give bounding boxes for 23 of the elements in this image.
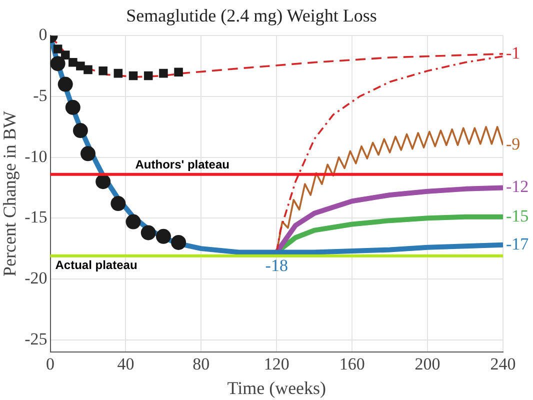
x-tick-label: 240 [490, 354, 516, 374]
y-axis-title: Percent Change in BW [0, 111, 20, 277]
y-tick-label: -15 [24, 208, 48, 227]
data-label: -1 [506, 43, 520, 62]
y-tick-label: -20 [24, 268, 48, 288]
y-tick-label: -10 [24, 146, 48, 166]
x-tick-label: 160 [339, 354, 365, 374]
ref-line-label: Authors' plateau [135, 158, 230, 172]
y-tick-label: -25 [24, 329, 48, 348]
data-label: -15 [506, 206, 529, 226]
y-tick-label: -5 [33, 86, 48, 105]
x-tick-label: 200 [414, 354, 440, 374]
x-tick-label: 80 [192, 354, 210, 374]
x-tick-label: 40 [117, 354, 134, 374]
data-label: -18 [265, 256, 288, 276]
chart-title: Semaglutide (2.4 mg) Weight Loss [126, 6, 377, 26]
data-label: -9 [506, 134, 520, 154]
data-label: -12 [506, 177, 529, 196]
ref-line-label: Actual plateau [55, 258, 138, 272]
x-tick-label: 120 [264, 354, 290, 374]
y-tick-label: 0 [38, 25, 48, 44]
x-axis-title: Time (weeks) [227, 378, 326, 398]
data-label: -17 [506, 234, 530, 254]
